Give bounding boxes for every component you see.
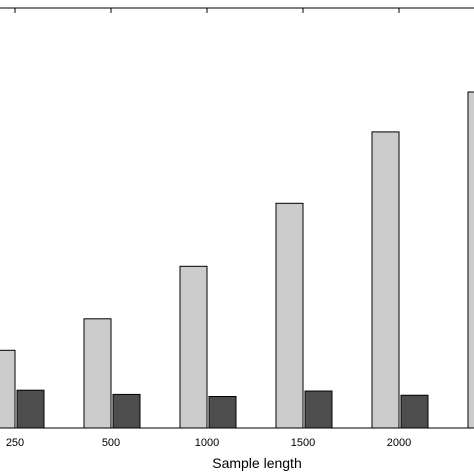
x-tick-label-500: 500: [102, 437, 120, 449]
x-tick-label-250: 250: [6, 437, 24, 449]
x-tick-label-1000: 1000: [195, 437, 219, 449]
bars-group: [0, 91, 474, 429]
bar-series-1-1500: [275, 202, 304, 429]
x-axis-label: Sample length: [212, 455, 302, 471]
x-tick-label-2000: 2000: [387, 437, 411, 449]
ticks-group: [14, 8, 400, 428]
bar-series-2-500: [112, 393, 141, 429]
tick-labels-group: 2505001000150020003000: [6, 437, 411, 449]
bar-series-2-1500: [304, 390, 333, 429]
bar-series-1-3000: [467, 91, 474, 429]
bar-series-2-2000: [400, 394, 429, 429]
x-tick-label-1500: 1500: [291, 437, 315, 449]
bar-series-2-1000: [208, 396, 237, 429]
bar-series-1-250: [0, 349, 16, 429]
plot-frame: [0, 7, 474, 429]
bar-series-2-250: [16, 389, 45, 429]
bar-series-1-500: [83, 318, 112, 429]
bar-series-1-2000: [371, 131, 400, 429]
bar-series-1-1000: [179, 265, 208, 429]
